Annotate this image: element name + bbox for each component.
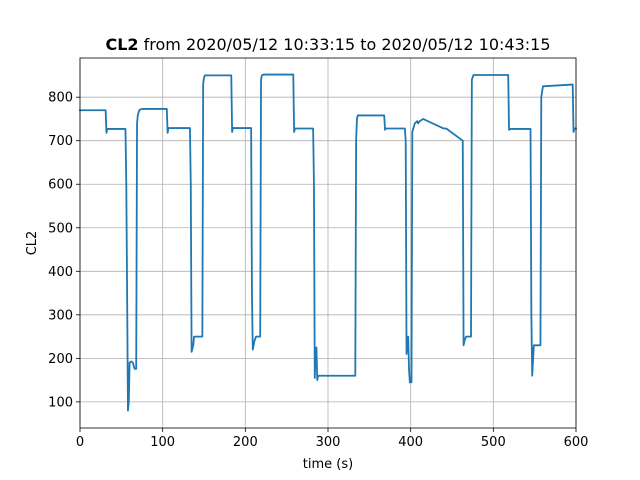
x-tick-label: 200 xyxy=(233,435,258,450)
chart-title-bold: CL2 xyxy=(105,35,138,54)
y-tick-label: 100 xyxy=(48,395,73,410)
y-tick-label: 800 xyxy=(48,91,73,106)
x-axis-label: time (s) xyxy=(303,457,353,472)
y-axis-label: CL2 xyxy=(25,231,40,256)
x-tick-label: 300 xyxy=(316,435,341,450)
y-tick-label: 500 xyxy=(48,221,73,236)
grid-layer xyxy=(79,58,577,428)
y-tick-label: 600 xyxy=(48,178,73,193)
line-layer xyxy=(79,73,577,412)
x-tick-label: 600 xyxy=(564,435,589,450)
x-tick-label: 500 xyxy=(481,435,506,450)
y-axis-ticks: 100 200 300 400 500 600 700 800 xyxy=(48,91,80,410)
series-line xyxy=(79,73,577,412)
y-tick-label: 200 xyxy=(48,352,73,367)
chart-title: CL2 from 2020/05/12 10:33:15 to 2020/05/… xyxy=(105,35,550,54)
chart-title-rest: from 2020/05/12 10:33:15 to 2020/05/12 1… xyxy=(139,35,551,54)
y-tick-label: 300 xyxy=(48,308,73,323)
x-tick-label: 400 xyxy=(398,435,423,450)
y-tick-label: 400 xyxy=(48,265,73,280)
x-tick-label: 100 xyxy=(150,435,175,450)
x-tick-label: 0 xyxy=(76,435,84,450)
y-tick-label: 700 xyxy=(48,134,73,149)
x-axis-ticks: 0 100 200 300 400 500 600 xyxy=(76,428,589,450)
